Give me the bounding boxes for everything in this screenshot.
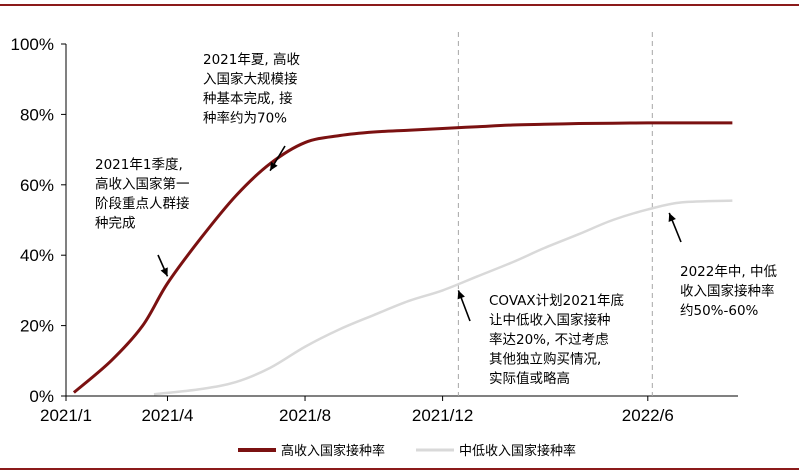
annotation-text: 2022年中, 中低 xyxy=(680,264,777,280)
series-line-low-middle-income xyxy=(153,199,733,396)
y-tick-label: 0% xyxy=(29,387,54,406)
bottom-rule xyxy=(0,468,799,470)
legend-label: 中低收入国家接种率 xyxy=(459,443,576,459)
y-tick-label: 100% xyxy=(11,35,54,54)
annotation-text: COVAX计划2021年底 xyxy=(489,293,624,309)
annotation-text: 收入国家接种率 xyxy=(680,283,775,300)
annotation-text: 2021年夏, 高收 xyxy=(203,51,300,68)
x-tick-label: 2021/12 xyxy=(412,406,473,425)
annotation-text: 阶段重点人群接 xyxy=(95,195,190,212)
y-tick-label: 80% xyxy=(20,105,54,124)
annotation-arrowhead xyxy=(270,161,278,171)
annotation-text: 种基本完成, 接 xyxy=(203,90,293,107)
annotation-text: 种率约为70% xyxy=(203,110,287,127)
annotation-text: 高收入国家第一 xyxy=(95,176,190,193)
annotation-text: 让中低收入国家接种 xyxy=(489,312,611,329)
annotation-text: 约50%-60% xyxy=(680,303,759,319)
top-rule xyxy=(0,4,799,6)
annotation-arrowhead xyxy=(668,212,676,222)
annotation-arrowhead xyxy=(457,290,465,300)
y-tick-label: 40% xyxy=(20,246,54,265)
annotation-text: 种完成 xyxy=(95,216,136,232)
y-tick-label: 60% xyxy=(20,176,54,195)
legend-label: 高收入国家接种率 xyxy=(281,443,385,459)
annotation-text: 率达20%, 不过考虑 xyxy=(489,331,609,348)
annotation-text: 其他独立购买情况, xyxy=(489,352,601,368)
x-tick-label: 2022/6 xyxy=(622,406,674,425)
x-tick-label: 2021/4 xyxy=(141,406,193,425)
x-tick-label: 2021/1 xyxy=(40,406,92,425)
annotation-text: 2021年1季度, xyxy=(95,157,183,173)
y-tick-label: 20% xyxy=(20,317,54,336)
series-line-high-income xyxy=(72,121,733,394)
annotation-text: 入国家大规模接 xyxy=(203,71,298,88)
x-tick-label: 2021/8 xyxy=(279,406,331,425)
annotation-text: 实际值或略高 xyxy=(489,370,570,387)
annotation-arrowhead xyxy=(160,267,168,277)
